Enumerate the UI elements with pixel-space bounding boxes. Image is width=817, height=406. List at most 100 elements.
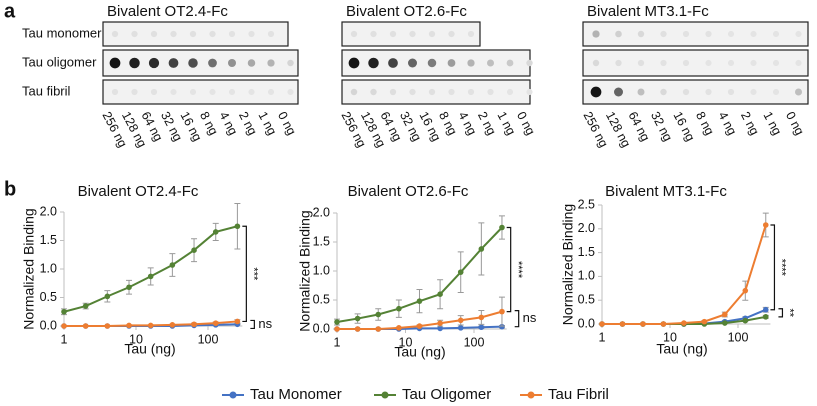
blot-spot (682, 88, 690, 96)
data-point (416, 298, 423, 304)
significance-label: **** (512, 261, 524, 279)
data-point (354, 315, 361, 322)
blot-spot (448, 88, 455, 96)
blot-spot (727, 88, 735, 96)
blot-strip (341, 79, 531, 105)
amount-label: 0 ng (275, 109, 299, 137)
data-point (499, 308, 505, 315)
blot-spot (660, 88, 667, 96)
blot-spot (467, 30, 475, 38)
blot-spot (506, 88, 514, 96)
amount-label: 2 ng (236, 109, 260, 137)
data-point (334, 326, 340, 332)
blot-spot (267, 88, 275, 96)
data-point (437, 325, 443, 332)
data-point (82, 323, 89, 329)
x-tick-label: 1 (599, 330, 606, 344)
data-point (234, 223, 241, 230)
blot-spot (795, 88, 802, 96)
data-point (499, 323, 505, 330)
data-point (147, 322, 154, 329)
blot-spot (209, 88, 216, 96)
y-tick-label: 1.5 (40, 233, 57, 247)
amount-label: 1 ng (760, 109, 784, 137)
data-point (147, 273, 154, 280)
blot-spot (150, 30, 158, 38)
data-point (416, 323, 423, 329)
blot-spot (109, 57, 121, 69)
y-tick-label: 0.5 (578, 292, 595, 306)
data-point (619, 321, 626, 327)
y-tick-label: 2.0 (578, 221, 595, 235)
blot-spot (409, 30, 416, 38)
blot-spot (727, 30, 735, 38)
amount-label: 1 ng (255, 109, 279, 137)
amount-label: 2 ng (738, 109, 762, 137)
blot-spot (389, 88, 397, 96)
data-point (375, 311, 382, 318)
blot-spot (795, 30, 802, 38)
data-point (499, 224, 505, 231)
blot-spot (248, 88, 255, 96)
data-point (126, 284, 132, 291)
y-tick-label: 0.5 (313, 292, 330, 306)
blot-spot (131, 88, 138, 96)
blot-spot (772, 30, 780, 38)
blot-spot (208, 58, 217, 68)
data-point (701, 318, 708, 325)
y-tick-label: 1.5 (578, 245, 595, 259)
blot-spot (428, 30, 436, 38)
data-point (104, 293, 111, 300)
data-point (191, 321, 197, 328)
blot-spot (370, 88, 377, 96)
amount-label: 2 ng (475, 109, 499, 137)
significance-bracket (778, 308, 784, 318)
significance-bracket (514, 310, 520, 328)
y-tick-label: 1.0 (313, 263, 330, 277)
blot-spot (772, 59, 780, 67)
blot-spot (370, 30, 377, 38)
blot-spot (111, 88, 119, 96)
blot-spot (368, 57, 379, 69)
amount-label: 16 ng (670, 109, 697, 143)
data-point (437, 291, 443, 298)
x-tick-label: 10 (129, 332, 143, 346)
y-tick-label: 0.0 (578, 316, 595, 330)
y-tick-label: 2.0 (313, 205, 330, 219)
blot-spot (188, 58, 198, 68)
legend-marker (229, 391, 237, 399)
data-point (375, 326, 382, 332)
x-axis-label: Tau (ng) (656, 341, 707, 357)
blot-spot (750, 88, 757, 96)
row-label: Tau oligomer (22, 54, 97, 69)
blot-spot (682, 30, 690, 38)
amount-label: 4 ng (455, 109, 479, 137)
chart-title: Bivalent OT2.6-Fc (348, 183, 469, 200)
blot-spot (247, 59, 256, 67)
blot-spot (750, 59, 757, 67)
blot-spot (448, 30, 455, 38)
data-point (191, 247, 197, 253)
y-tick-label: 0.0 (313, 321, 330, 335)
significance-label: ** (784, 309, 796, 318)
legend-label: Tau Oligomer (402, 386, 491, 403)
x-tick-label: 100 (728, 330, 749, 344)
significance-label: ns (258, 316, 272, 331)
legend-marker (381, 391, 389, 399)
data-point (169, 262, 176, 268)
data-point (722, 320, 728, 326)
blot-spot (705, 59, 712, 67)
y-tick-label: 1.0 (40, 261, 57, 275)
data-point (681, 320, 687, 326)
data-point (104, 323, 111, 329)
amount-label: 4 ng (216, 109, 240, 137)
blot-spot (189, 88, 197, 96)
data-point (396, 325, 402, 331)
blot-title: Bivalent OT2.6-Fc (346, 3, 467, 20)
amount-label: 32 ng (648, 109, 675, 143)
data-point (599, 321, 605, 327)
blot-spot (660, 59, 667, 67)
data-point (457, 317, 464, 324)
significance-bracket (250, 319, 255, 330)
row-label: Tau monomer (22, 25, 102, 40)
